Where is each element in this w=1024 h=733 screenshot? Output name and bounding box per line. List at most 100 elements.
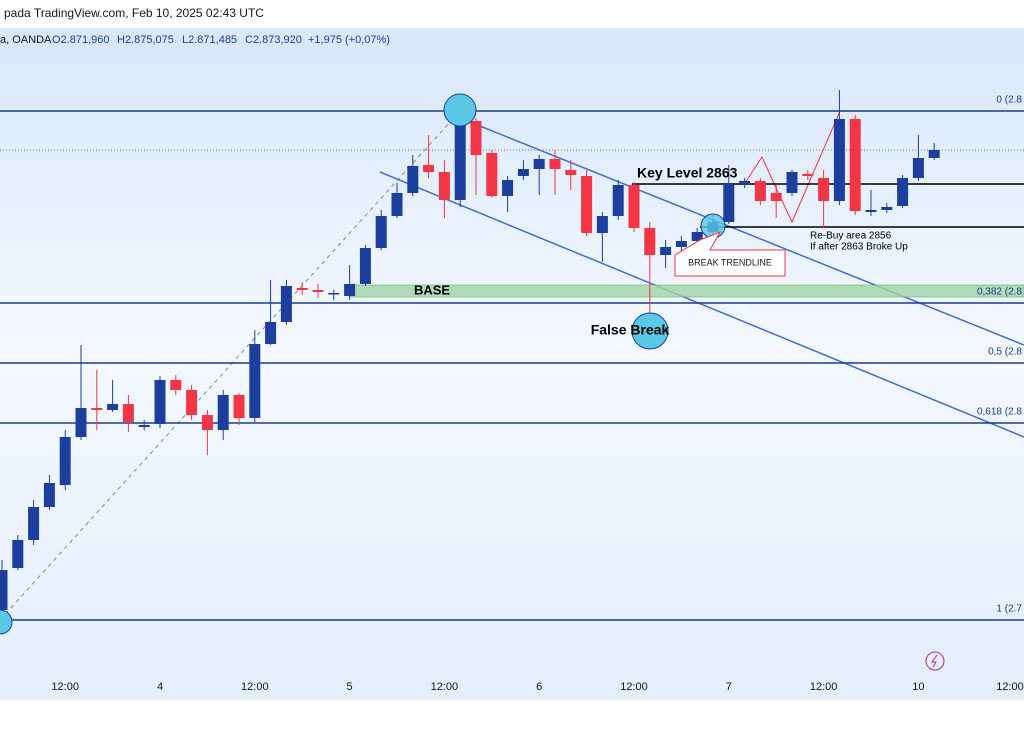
candle-body <box>612 185 624 216</box>
candle-body <box>660 247 672 255</box>
candle-body <box>296 288 308 290</box>
candle-body <box>818 178 830 201</box>
candle-body <box>107 404 119 410</box>
candle-body <box>502 180 514 196</box>
candle-body <box>912 158 924 178</box>
candle-body <box>581 176 593 233</box>
candle-body <box>265 322 277 344</box>
candle-body <box>533 159 545 169</box>
x-tick-label: 12:00 <box>996 681 1024 693</box>
trendline <box>379 171 1024 438</box>
marker <box>631 312 669 350</box>
candle-body <box>628 185 640 228</box>
header-bar <box>0 0 1024 28</box>
base-label: BASE <box>414 282 450 297</box>
candle-body <box>328 293 340 295</box>
candle-body <box>122 404 134 422</box>
candle-body <box>0 570 8 610</box>
low: L2.871,485 <box>182 34 237 46</box>
symbol: a, OANDA <box>0 34 52 46</box>
x-tick-label: 12:00 <box>51 681 79 693</box>
candle-body <box>691 232 703 241</box>
callout <box>674 231 786 277</box>
candle-body <box>407 166 419 193</box>
open: O2.871,960 <box>52 34 110 46</box>
x-tick-label: 12:00 <box>241 681 269 693</box>
base-zone <box>349 284 1024 298</box>
candle-body <box>928 150 940 158</box>
icon <box>931 654 938 668</box>
x-tick-label: 4 <box>157 681 163 693</box>
candle-body <box>454 121 466 200</box>
candle-body <box>754 181 766 201</box>
candle-body <box>138 425 150 427</box>
annotations: False Break BREAK TRENDLINE <box>0 93 945 671</box>
marker <box>0 609 13 635</box>
candle-body <box>565 170 577 175</box>
level-label: 0,382 (2.8 <box>977 287 1022 298</box>
projection <box>744 110 841 224</box>
level-label: 0 (2.8 <box>996 95 1022 106</box>
candle-body <box>154 380 166 424</box>
candle-body <box>233 395 245 418</box>
candle-body <box>359 248 371 284</box>
x-tick-label: 12:00 <box>620 681 648 693</box>
fib-line <box>0 110 461 621</box>
level-label: 0,618 (2.8 <box>977 407 1022 418</box>
candle-body <box>644 228 656 255</box>
background <box>0 0 1024 700</box>
source: pada TradingView.com, Feb 10, 2025 02:43… <box>4 6 264 20</box>
candle-body <box>43 483 55 507</box>
candle-body <box>344 284 356 296</box>
x-tick-label: 12:00 <box>431 681 459 693</box>
marker <box>443 93 477 127</box>
x-tick-label: 7 <box>726 681 732 693</box>
candle-body <box>881 207 893 210</box>
candle-body <box>786 172 798 193</box>
candle-body <box>75 408 87 437</box>
candle-body <box>249 344 261 418</box>
trendline <box>459 117 1024 346</box>
candle-body <box>517 169 529 176</box>
annotation: BREAK TRENDLINE <box>688 257 772 267</box>
candle-body <box>59 437 71 485</box>
candle-body <box>201 415 213 430</box>
candle-body <box>217 395 229 430</box>
rebuy-note: If after 2863 Broke Up <box>810 242 908 253</box>
candle-body <box>312 290 324 292</box>
candle-body <box>675 241 687 247</box>
plot <box>0 90 1024 621</box>
candle-body <box>549 159 561 169</box>
candle-body <box>280 286 292 322</box>
x-tick-label: 10 <box>912 681 924 693</box>
candle-body <box>438 172 450 200</box>
candle-body <box>739 181 751 184</box>
candle-body <box>596 216 608 233</box>
candle-body <box>186 390 198 415</box>
candle-body <box>91 408 103 410</box>
candle-body <box>470 121 482 155</box>
x-tick-label: 12:00 <box>810 681 838 693</box>
candle-body <box>833 119 845 201</box>
candle-body <box>802 174 814 176</box>
candle-body <box>723 184 735 222</box>
candle-body <box>865 210 877 212</box>
level-label: 1 (2.7 <box>996 604 1022 615</box>
icon <box>925 651 945 671</box>
high: H2.875,075 <box>117 34 174 46</box>
change: +1,975 (+0,07%) <box>308 34 390 46</box>
candle-body <box>849 119 861 211</box>
annotation: False Break <box>591 322 670 338</box>
candle-body <box>897 178 909 206</box>
key-level-label: Key Level 2863 <box>637 165 738 181</box>
rebuy-label: Re-Buy area 2856 <box>810 231 892 242</box>
level-label: 0,5 (2.8 <box>988 347 1022 358</box>
candle-body <box>28 507 40 540</box>
candle-body <box>486 153 498 196</box>
x-tick-label: 5 <box>347 681 353 693</box>
close: C2.873,920 <box>245 34 302 46</box>
candle-body <box>12 540 24 568</box>
candle-body <box>770 193 782 201</box>
candle-body <box>423 165 435 172</box>
